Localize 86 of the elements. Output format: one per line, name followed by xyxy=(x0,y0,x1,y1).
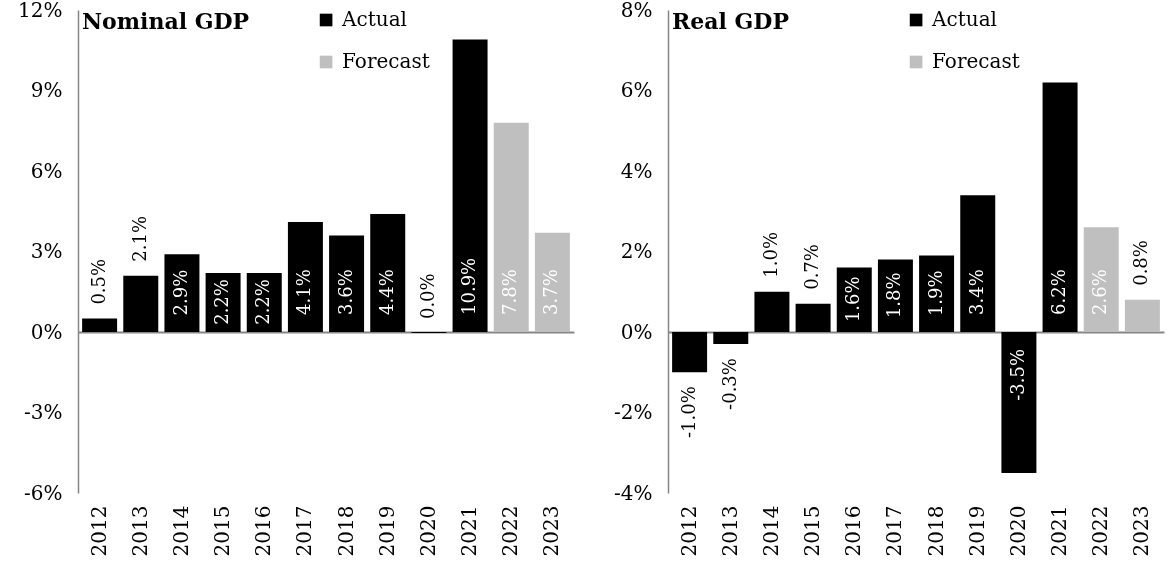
bar xyxy=(123,275,159,332)
data-label: 4.1% xyxy=(293,269,315,315)
x-tick-label: 2019 xyxy=(964,505,989,557)
y-tick-label: -4% xyxy=(614,480,653,505)
data-label: 0.7% xyxy=(801,244,823,290)
y-tick-label: 8% xyxy=(620,0,653,22)
x-tick-label: 2015 xyxy=(210,505,235,557)
x-tick-label: 2021 xyxy=(1047,505,1072,557)
y-tick-label: 6% xyxy=(30,158,63,183)
x-tick-label: 2018 xyxy=(333,505,358,557)
data-label: 7.8% xyxy=(499,269,521,315)
data-label: 1.9% xyxy=(924,270,946,317)
bar xyxy=(370,213,406,332)
x-tick-label: 2023 xyxy=(1129,505,1154,557)
legend-label: Actual xyxy=(341,7,407,31)
x-tick-label: 2014 xyxy=(758,505,783,557)
x-tick-label: 2014 xyxy=(168,505,193,557)
y-tick-label: 12% xyxy=(18,0,63,22)
x-tick-label: 2022 xyxy=(1088,505,1113,557)
x-tick-label: 2018 xyxy=(923,505,948,557)
y-tick-label: -3% xyxy=(24,400,63,424)
data-label: 1.0% xyxy=(759,232,781,278)
bar xyxy=(82,318,118,332)
data-label: 2.6% xyxy=(1089,269,1111,315)
data-label: 3.7% xyxy=(540,269,562,315)
chart-title: Nominal GDP xyxy=(82,8,250,34)
x-tick-label: 2013 xyxy=(717,505,742,557)
bar xyxy=(960,195,996,332)
bar xyxy=(1042,82,1078,332)
bar xyxy=(754,291,790,332)
legend-label: Forecast xyxy=(342,49,430,73)
x-tick-label: 2016 xyxy=(251,505,276,557)
legend-label: Actual xyxy=(931,7,997,31)
bar xyxy=(1124,299,1160,332)
bar xyxy=(164,254,200,332)
data-label: 0.5% xyxy=(87,258,109,305)
chart-title: Real GDP xyxy=(672,8,789,34)
bar xyxy=(672,332,708,373)
data-label: 2.1% xyxy=(128,215,150,262)
bar xyxy=(287,221,323,332)
bar xyxy=(713,332,749,345)
legend-label: Forecast xyxy=(932,49,1020,73)
data-label: 3.6% xyxy=(334,269,356,315)
y-tick-label: -6% xyxy=(24,480,63,505)
y-tick-label: 0% xyxy=(620,319,653,344)
data-label: 1.8% xyxy=(883,272,905,319)
data-label: 2.9% xyxy=(169,269,191,316)
data-label: 0.0% xyxy=(416,273,438,320)
data-label: 3.4% xyxy=(965,269,987,315)
data-label: 2.2% xyxy=(252,279,274,325)
bar xyxy=(329,235,365,332)
y-tick-label: 0% xyxy=(30,319,63,344)
x-tick-label: 2023 xyxy=(539,505,564,557)
bar xyxy=(795,303,831,332)
bar xyxy=(452,39,488,332)
x-tick-label: 2015 xyxy=(800,505,825,557)
data-label: 4.4% xyxy=(375,269,397,315)
data-label: 0.8% xyxy=(1130,240,1152,286)
data-label: 6.2% xyxy=(1048,269,1070,315)
x-tick-label: 2012 xyxy=(676,505,701,557)
data-label: 10.9% xyxy=(458,257,480,315)
y-tick-label: 9% xyxy=(30,78,63,102)
data-label: 2.2% xyxy=(211,279,233,325)
y-tick-label: 3% xyxy=(30,239,63,263)
bar xyxy=(493,122,529,332)
bar xyxy=(1083,227,1119,332)
data-label: 1.6% xyxy=(842,276,864,323)
x-tick-label: 2013 xyxy=(127,505,152,557)
y-tick-label: -2% xyxy=(614,400,653,424)
x-tick-label: 2012 xyxy=(86,505,111,557)
x-tick-label: 2022 xyxy=(498,505,523,557)
y-tick-label: 2% xyxy=(620,239,653,263)
y-tick-label: 4% xyxy=(620,158,653,183)
y-tick-label: 6% xyxy=(620,78,653,102)
x-tick-label: 2019 xyxy=(374,505,399,557)
x-tick-label: 2016 xyxy=(841,505,866,557)
x-tick-label: 2017 xyxy=(882,505,907,557)
bar xyxy=(1001,332,1037,473)
x-tick-label: 2021 xyxy=(457,505,482,557)
bar xyxy=(534,232,570,332)
data-label: -0.3% xyxy=(718,358,740,410)
data-label: -1.0% xyxy=(677,386,699,439)
x-tick-label: 2017 xyxy=(292,505,317,557)
data-label: -3.5% xyxy=(1006,349,1028,401)
x-tick-label: 2020 xyxy=(1005,505,1030,557)
x-tick-label: 2020 xyxy=(415,505,440,557)
